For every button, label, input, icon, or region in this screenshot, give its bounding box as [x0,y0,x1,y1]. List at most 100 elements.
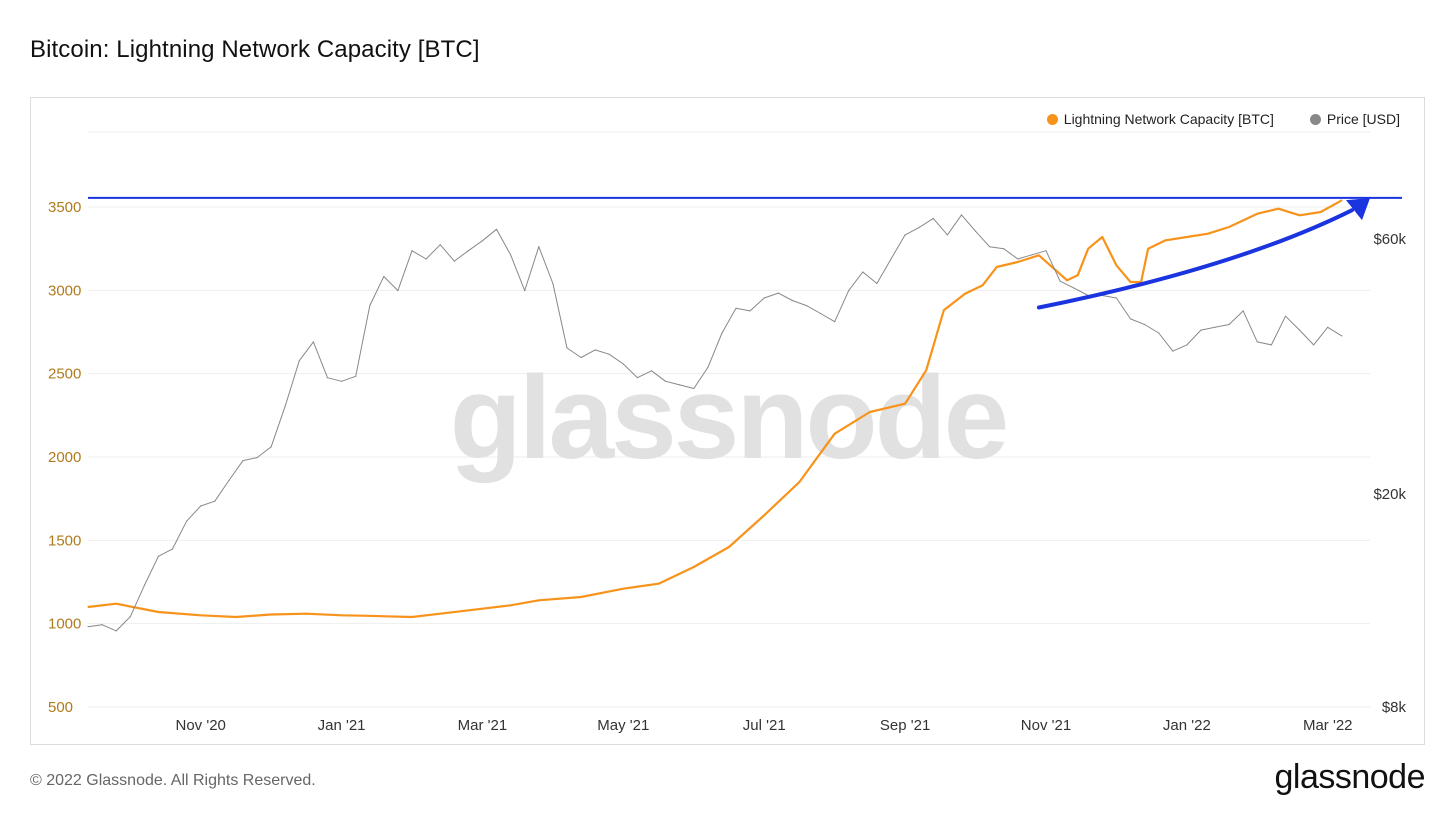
legend: Lightning Network Capacity [BTC] Price [… [1047,111,1400,127]
price-point [355,376,356,377]
legend-item-price[interactable]: Price [USD] [1310,111,1400,127]
price-point [271,446,272,447]
price-point [792,300,793,301]
price-point [214,501,215,502]
price-point [87,626,88,627]
annotation-layer [88,198,1402,308]
capacity-point [1299,215,1300,216]
capacity-point [834,433,835,434]
x-axis-tick-label: May '21 [597,717,649,734]
legend-item-capacity[interactable]: Lightning Network Capacity [BTC] [1047,111,1274,127]
left-axis-tick-labels: 500100015002000250030003500 [48,199,81,716]
price-point [1031,254,1032,255]
price-point [1243,310,1244,311]
capacity-point [764,515,765,516]
price-point [1017,258,1018,259]
price-point [1313,344,1314,345]
price-point [1074,288,1075,289]
capacity-point [1017,261,1018,262]
x-axis-tick-label: Jul '21 [743,717,786,734]
price-point [876,283,877,284]
capacity-point [1077,275,1078,276]
price-point [200,505,201,506]
capacity-point [271,614,272,615]
price-point [862,271,863,272]
price-point [130,616,131,617]
price-point [257,457,258,458]
legend-label-capacity: Lightning Network Capacity [BTC] [1064,111,1274,127]
capacity-point [1116,265,1117,266]
capacity-point [996,266,997,267]
price-point [327,377,328,378]
capacity-point [1320,211,1321,212]
price-point [1214,327,1215,328]
legend-dot-capacity-icon [1047,114,1058,125]
price-point [961,214,962,215]
capacity-point [728,546,729,547]
price-point [1200,330,1201,331]
capacity-point [341,615,342,616]
price-point [651,370,652,371]
capacity-point [510,605,511,606]
capacity-point [538,600,539,601]
price-point [778,293,779,294]
price-point [1341,335,1342,336]
capacity-point [116,603,117,604]
left-axis-tick-label: 1000 [48,616,81,633]
capacity-point [1102,236,1103,237]
capacity-point [87,606,88,607]
price-point [1130,318,1131,319]
capacity-point [440,613,441,614]
capacity-point [926,370,927,371]
price-point [1285,316,1286,317]
price-point [890,258,891,259]
x-axis-tick-label: Nov '21 [1021,717,1071,734]
price-point [172,548,173,549]
left-axis-tick-label: 1500 [48,532,81,549]
price-point [595,349,596,350]
right-axis-tick-labels: $8k$20k$60k [1373,231,1406,716]
price-point [552,283,553,284]
x-axis-tick-label: Jan '21 [318,717,366,734]
capacity-point [1148,248,1149,249]
right-axis-tick-label: $20k [1373,486,1406,503]
price-point [665,381,666,382]
capacity-point [623,588,624,589]
x-axis-tick-label: Mar '22 [1303,717,1353,734]
capacity-point [1278,208,1279,209]
price-point [1158,332,1159,333]
price-point [1172,351,1173,352]
capacity-point [943,310,944,311]
capacity-point [1207,233,1208,234]
price-point [299,360,300,361]
capacity-point [411,616,412,617]
capacity-point [982,285,983,286]
x-axis-tick-label: Sep '21 [880,717,930,734]
price-point [482,240,483,241]
price-point [707,367,708,368]
price-point [735,308,736,309]
left-axis-tick-label: 500 [48,699,73,716]
price-point [158,556,159,557]
capacity-point [362,615,363,616]
capacity-point [658,583,659,584]
capacity-point [869,411,870,412]
price-point [102,624,103,625]
brand-logo[interactable]: glassnode [1274,758,1425,797]
price-point [186,521,187,522]
price-point [1271,344,1272,345]
left-axis-tick-label: 2000 [48,449,81,466]
price-point [820,313,821,314]
price-point [440,244,441,245]
capacity-point [306,613,307,614]
left-axis-tick-label: 2500 [48,366,81,383]
legend-dot-price-icon [1310,114,1321,125]
price-point [750,310,751,311]
price-point [623,363,624,364]
capacity-point [1257,213,1258,214]
price-point [144,585,145,586]
price-point [116,630,117,631]
price-point [426,258,427,259]
capacity-point [482,608,483,609]
price-point [313,341,314,342]
